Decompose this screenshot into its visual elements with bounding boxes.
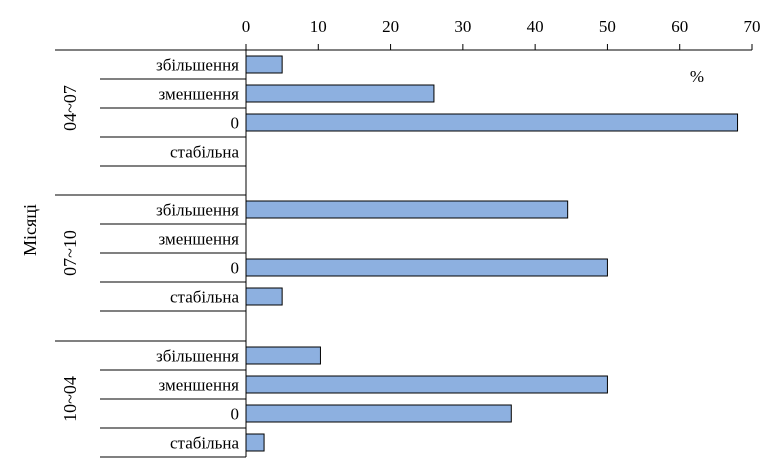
x-tick-label: 10 — [310, 17, 327, 36]
x-tick-label: 60 — [671, 17, 688, 36]
x-axis — [55, 44, 753, 457]
category-label: зменшення — [158, 230, 239, 249]
category-label: 0 — [231, 405, 240, 424]
x-tick-label: 0 — [242, 17, 251, 36]
category-label: зменшення — [158, 85, 239, 104]
x-tick-label: 40 — [527, 17, 544, 36]
category-label: стабільна — [170, 288, 239, 307]
x-tick-label: 20 — [382, 17, 399, 36]
x-tick-label: 50 — [599, 17, 616, 36]
labels: % Місяці 0 10 20 30 40 50 60 70 збільшення зменше… — [20, 17, 761, 453]
bar — [245, 346, 321, 365]
bar — [245, 113, 739, 132]
group-label: 10~04 — [60, 376, 80, 422]
bar — [245, 200, 569, 219]
x-tick-label: 30 — [454, 17, 471, 36]
bar — [245, 287, 283, 306]
category-label: збільшення — [156, 347, 239, 366]
bar — [245, 258, 608, 277]
category-label: стабільна — [170, 143, 239, 162]
bar — [245, 375, 608, 394]
x-tick-label: 70 — [744, 17, 761, 36]
group-label: 07~10 — [60, 230, 80, 276]
category-axis — [55, 78, 246, 458]
y-axis-title: Місяці — [20, 204, 40, 256]
category-label: стабільна — [170, 434, 239, 453]
category-label: збільшення — [156, 56, 239, 75]
group-label: 04~07 — [60, 85, 80, 131]
bars — [245, 55, 739, 452]
category-label: зменшення — [158, 376, 239, 395]
category-label: 0 — [231, 259, 240, 278]
category-label: збільшення — [156, 201, 239, 220]
bar — [245, 55, 283, 74]
category-label: 0 — [231, 114, 240, 133]
bar — [245, 84, 435, 103]
bar — [245, 433, 265, 452]
bar — [245, 404, 512, 423]
unit-label: % — [690, 67, 704, 86]
